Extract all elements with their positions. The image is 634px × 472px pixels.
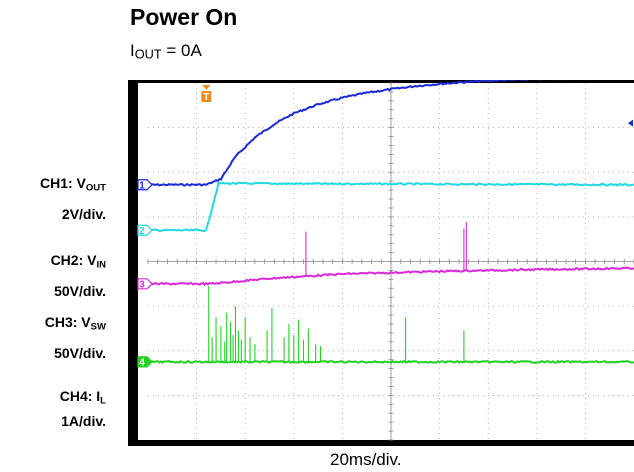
marker-flag (137, 224, 153, 236)
trigger-label: T (203, 92, 209, 103)
chart-subtitle: IOUT = 0A (130, 41, 202, 62)
trace-ch1 (147, 80, 575, 187)
x-axis-label: 20ms/div. (330, 450, 402, 469)
ch4-scale: 1A/div. (61, 413, 106, 430)
ch4-label: CH4: IL 1A/div. (60, 388, 106, 429)
marker-flag (137, 356, 153, 368)
ch2-scale: 50V/div. (54, 283, 106, 300)
subtitle-subscript: OUT (134, 46, 162, 62)
marker-label: 4 (139, 358, 145, 369)
marker-label: 2 (139, 226, 145, 237)
trace-ch3 (147, 266, 634, 286)
trigger-box (201, 91, 212, 102)
channel-markers: 1 2 3 4 T (137, 85, 633, 369)
channel-marker-4: 4 (137, 356, 153, 369)
subtitle-suffix: = 0A (161, 41, 202, 60)
marker-flag (137, 278, 153, 290)
ch3-label: CH3: VSW 50V/div. (45, 314, 106, 361)
ch1-label: CH1: VOUT 2V/div. (40, 175, 106, 222)
ch2-label: CH2: VIN 50V/div. (51, 252, 106, 299)
channel-marker-3: 3 (137, 278, 153, 291)
ch2-name: CH2: VIN (50, 252, 106, 271)
marker-label: 3 (139, 280, 145, 291)
ch1-name: CH1: VOUT (40, 175, 106, 194)
scope-grid (147, 82, 634, 441)
ch4-name: CH4: IL (59, 388, 106, 407)
ch1-scale: 2V/div. (61, 206, 106, 223)
trigger-marker: T (201, 85, 212, 103)
chart-title: Power On (130, 4, 238, 30)
scope-traces (147, 80, 634, 364)
marker-label: 1 (139, 181, 145, 192)
marker-flag (137, 179, 153, 191)
ch3-scale: 50V/div. (54, 345, 106, 362)
trace-ch4 (147, 359, 634, 364)
level-arrow-icon (628, 119, 633, 127)
trace-ch2 (147, 181, 634, 233)
oscilloscope-plot: 1 2 3 4 T (128, 80, 634, 446)
trigger-arrow (202, 85, 211, 90)
channel-marker-2: 2 (137, 224, 153, 237)
channel-marker-1: 1 (137, 179, 153, 192)
ch3-name: CH3: VSW (44, 314, 106, 333)
subtitle-prefix: I (130, 41, 135, 60)
